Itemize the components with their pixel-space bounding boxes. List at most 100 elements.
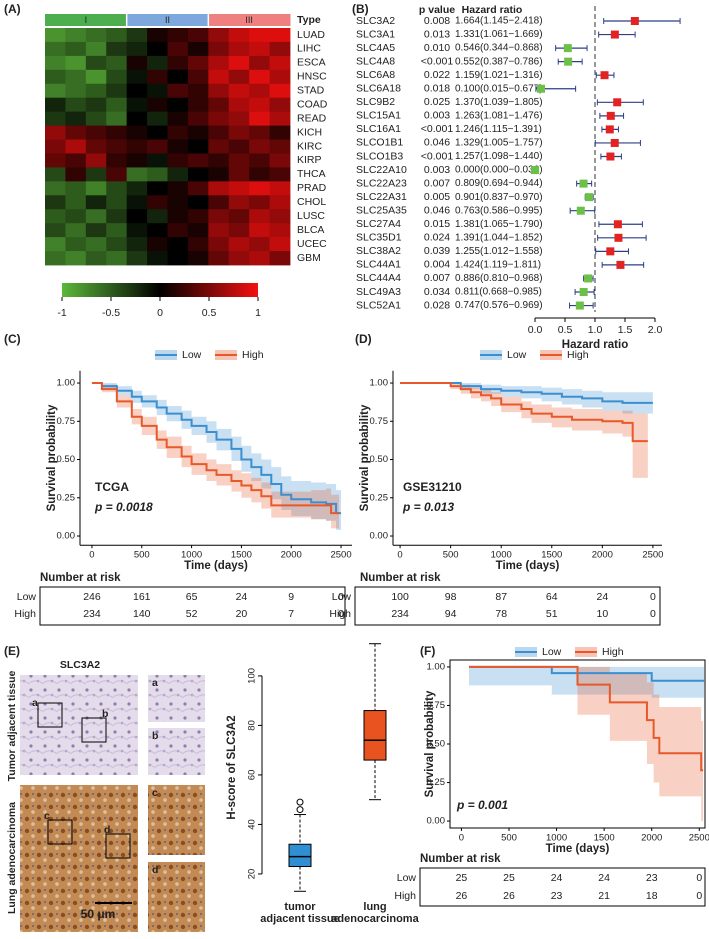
group-bar — [249, 14, 271, 26]
hr-point — [579, 288, 588, 296]
x-tick-label: 1500 — [594, 833, 615, 844]
heatmap-cell — [106, 111, 128, 126]
risk-count: 64 — [546, 591, 558, 603]
heatmap-cell — [65, 83, 87, 99]
heatmap-cell — [187, 237, 209, 252]
confidence-band — [469, 666, 704, 822]
heatmap-cell — [65, 69, 87, 85]
heatmap-cell — [147, 111, 168, 126]
heatmap-cell — [147, 69, 168, 85]
ihc-inset — [148, 728, 205, 775]
heatmap-cell — [208, 195, 230, 210]
heatmap-cell — [208, 181, 230, 196]
heatmap-cell — [167, 97, 189, 113]
group-label: II — [165, 15, 170, 25]
risk-count: 52 — [186, 608, 198, 620]
heatmap-cell — [45, 69, 66, 85]
row-label: READ — [297, 112, 327, 124]
heatmap-cell — [65, 195, 87, 210]
hr-label: 0.552(0.387−0.786) — [455, 56, 543, 67]
heatmap-cell — [167, 69, 189, 85]
p-value: 0.024 — [424, 232, 450, 244]
heatmap-cell — [187, 153, 209, 168]
p-value: <0.001 — [421, 123, 454, 135]
column-header: Hazard ratio — [462, 4, 523, 16]
heatmap-cell — [167, 181, 189, 196]
p-value: 0.034 — [424, 286, 450, 298]
y-tick-label: 0.75 — [370, 416, 389, 427]
heatmap-cell — [85, 69, 107, 85]
heatmap-cell — [147, 223, 168, 238]
risk-title: Number at risk — [420, 853, 501, 865]
heatmap-cell — [228, 139, 250, 154]
row-label: PRAD — [297, 182, 327, 194]
y-tick-label: 0.50 — [370, 454, 389, 465]
gene-label: SLC3A1 — [356, 28, 395, 40]
heatmap-cell — [85, 83, 107, 99]
p-value: 0.013 — [424, 28, 450, 40]
heatmap-cell — [45, 55, 66, 71]
risk-row-label: High — [14, 608, 36, 620]
heatmap-cell — [85, 223, 107, 238]
legend-label: Low — [542, 646, 562, 658]
heatmap-cell — [167, 153, 189, 168]
gene-label: SLCO1B1 — [356, 137, 403, 149]
y-tick-label: 0.50 — [57, 454, 76, 465]
row-label: COAD — [297, 98, 328, 110]
heatmap-cell — [167, 125, 189, 140]
heatmap-cell — [187, 55, 209, 71]
heatmap-cell — [187, 139, 209, 154]
heatmap-cell — [187, 181, 209, 196]
legend-label: High — [567, 349, 589, 361]
heatmap-cell — [269, 223, 291, 238]
heatmap-cell — [106, 237, 128, 252]
heatmap-cell — [249, 97, 270, 113]
heatmap-cell — [45, 181, 66, 196]
heatmap-cell — [269, 111, 291, 126]
heatmap-cell — [269, 28, 291, 43]
heatmap-cell — [269, 195, 291, 210]
hr-label: 0.811(0.668−0.985) — [455, 287, 542, 298]
heatmap-cell — [147, 237, 168, 252]
legend-label: High — [242, 349, 264, 361]
heatmap-cell — [208, 223, 230, 238]
x-tick-label: 2.0 — [648, 324, 663, 336]
risk-count: 51 — [546, 608, 558, 620]
y-tick-label: 0.00 — [427, 816, 446, 827]
heatmap-cell — [65, 28, 87, 43]
risk-count: 20 — [236, 608, 248, 620]
row-label: ESCA — [297, 57, 326, 69]
hr-label: 0.747(0.576−0.969) — [455, 300, 543, 311]
heatmap-cell — [269, 153, 291, 168]
x-tick-label: 1000 — [491, 550, 512, 561]
x-axis-label: Hazard ratio — [562, 339, 628, 351]
row-label: LUSC — [297, 210, 325, 222]
heatmap-cell — [228, 195, 250, 210]
panel-label: (C) — [4, 332, 21, 346]
heatmap-cell — [85, 28, 107, 43]
heatmap-cell — [249, 209, 270, 224]
heatmap-cell — [85, 167, 107, 182]
hr-point — [564, 57, 573, 66]
x-tick-label: 1000 — [546, 833, 567, 844]
heatmap-cell — [65, 139, 87, 154]
risk-count: 18 — [646, 890, 658, 902]
heatmap-cell — [147, 83, 168, 99]
risk-table — [39, 586, 346, 626]
heatmap-cell — [147, 251, 168, 266]
heatmap-cell — [187, 125, 209, 140]
risk-count: 10 — [596, 608, 608, 620]
heatmap-cell — [85, 139, 107, 154]
x-tick-label: adenocarcinoma — [331, 913, 419, 925]
x-tick-label: 500 — [443, 550, 459, 561]
risk-count: 65 — [186, 591, 198, 603]
hr-point — [614, 233, 623, 242]
heatmap-cell — [45, 83, 66, 99]
hr-label: 1.370(1.039−1.805) — [455, 97, 543, 108]
x-tick-label: 2000 — [641, 833, 662, 844]
hr-label: 0.809(0.694−0.944) — [455, 178, 543, 189]
hr-label: 1.424(1.119−1.811) — [455, 260, 541, 271]
y-tick-label: 100 — [247, 668, 258, 684]
hr-point — [630, 17, 639, 25]
risk-count: 87 — [495, 591, 507, 603]
